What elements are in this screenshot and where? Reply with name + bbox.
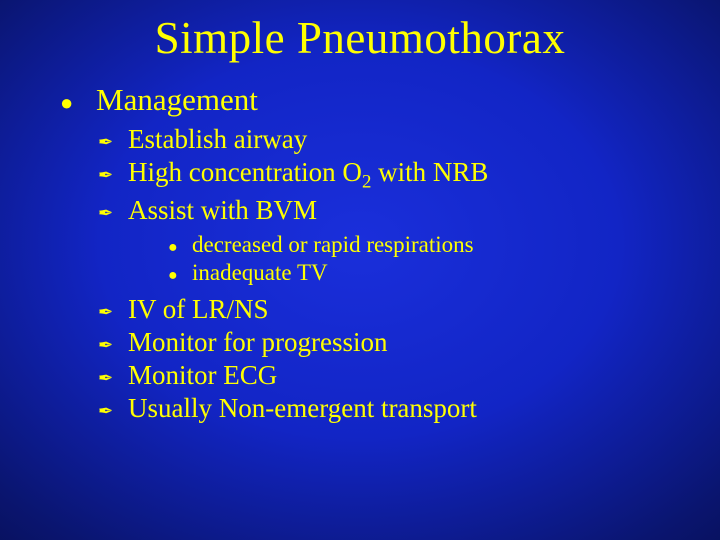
level2-text: Monitor for progression [128,327,387,358]
level2-text: Monitor ECG [128,360,277,391]
pen-bullet-icon: ✒ [98,132,128,153]
level1-text: Management [96,82,258,118]
level2-group-a: ✒ Establish airway ✒ High concentration … [98,124,700,424]
bullet-dot-icon: ● [168,239,192,257]
level2-item: ✒ IV of LR/NS [98,294,700,325]
level1-item: ● Management [60,82,700,118]
slide-content: ● Management ✒ Establish airway ✒ High c… [60,82,700,426]
level3-text: inadequate TV [192,260,328,286]
level3-text: decreased or rapid respirations [192,232,474,258]
pen-bullet-icon: ✒ [98,302,128,323]
slide-title: Simple Pneumothorax [0,0,720,64]
text-fragment: with NRB [371,157,488,187]
level3-item: ● inadequate TV [168,260,700,286]
level2-item: ✒ Usually Non-emergent transport [98,393,700,424]
pen-bullet-icon: ✒ [98,368,128,389]
level2-text: IV of LR/NS [128,294,269,325]
bullet-dot-icon: ● [60,92,96,114]
pen-bullet-icon: ✒ [98,203,128,224]
level2-text: High concentration O2 with NRB [128,157,488,193]
level3-item: ● decreased or rapid respirations [168,232,700,258]
level2-text: Usually Non-emergent transport [128,393,477,424]
bullet-dot-icon: ● [168,267,192,285]
pen-bullet-icon: ✒ [98,335,128,356]
level3-group: ● decreased or rapid respirations ● inad… [168,232,700,286]
level2-text: Establish airway [128,124,307,155]
subscript: 2 [362,171,371,192]
level2-item: ✒ Monitor ECG [98,360,700,391]
pen-bullet-icon: ✒ [98,165,128,186]
level2-item: ✒ Establish airway [98,124,700,155]
level2-text: Assist with BVM [128,195,317,226]
level2-item: ✒ High concentration O2 with NRB [98,157,700,193]
text-fragment: High concentration O [128,157,362,187]
level2-item: ✒ Monitor for progression [98,327,700,358]
level2-item: ✒ Assist with BVM [98,195,700,226]
pen-bullet-icon: ✒ [98,401,128,422]
